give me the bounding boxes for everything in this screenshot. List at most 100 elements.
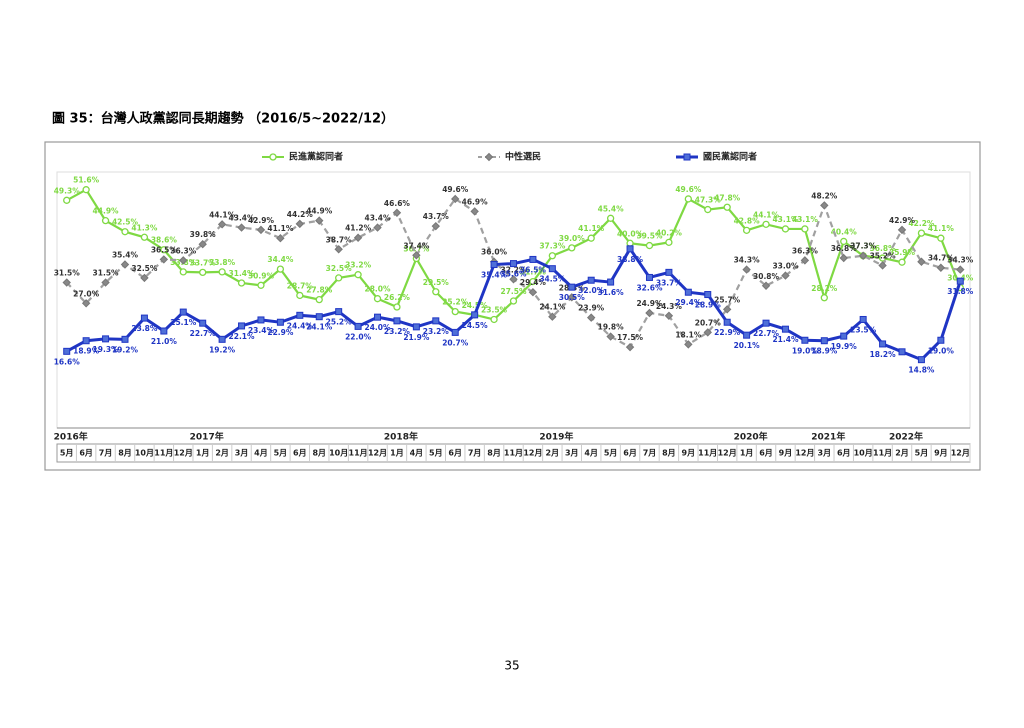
data-label: 49.3% <box>54 186 81 195</box>
point <box>353 233 363 242</box>
point <box>683 153 691 161</box>
x-tick-label: 8月 <box>662 449 676 458</box>
data-label: 28.7% <box>287 281 314 290</box>
point <box>878 254 887 262</box>
x-tick-label: 1月 <box>196 449 210 458</box>
data-label: 41.3% <box>131 223 158 232</box>
point <box>820 201 829 210</box>
point <box>625 342 635 352</box>
data-label: 34.3% <box>947 256 974 265</box>
point <box>568 283 576 291</box>
point <box>722 305 732 314</box>
point <box>470 207 479 216</box>
data-label: 22.7% <box>190 329 217 338</box>
point <box>878 261 887 270</box>
data-label: 37.4% <box>403 241 430 250</box>
legend-label: 國民黨認同者 <box>703 151 757 163</box>
x-group-label: 2018年 <box>384 431 418 443</box>
x-tick-label: 10月 <box>135 449 154 458</box>
point <box>587 234 595 242</box>
point <box>898 258 906 266</box>
data-label: 24.3% <box>656 302 683 311</box>
point <box>897 225 907 235</box>
point <box>62 278 71 287</box>
point <box>432 288 440 296</box>
point <box>354 271 362 279</box>
x-tick-label: 8月 <box>312 449 326 458</box>
data-label: 19.2% <box>209 345 236 354</box>
point <box>471 311 479 319</box>
point <box>257 281 265 289</box>
data-label: 31.7% <box>520 268 547 277</box>
data-label: 31.4% <box>229 269 256 278</box>
x-tick-label: 4月 <box>410 449 424 458</box>
data-label: 38.7% <box>326 235 353 244</box>
data-label: 18.9% <box>811 347 838 356</box>
point <box>315 216 324 225</box>
point <box>393 303 401 311</box>
point <box>917 229 926 237</box>
data-label: 26.2% <box>384 293 411 302</box>
point <box>937 234 945 242</box>
x-tick-label: 5月 <box>429 449 443 458</box>
point <box>607 278 615 286</box>
point <box>63 196 71 204</box>
point <box>723 318 731 326</box>
data-label: 44.1% <box>209 210 236 219</box>
data-label: 29.4% <box>675 298 702 307</box>
data-label: 28.9% <box>695 301 722 310</box>
data-label: 45.4% <box>598 204 625 213</box>
x-tick-label: 7月 <box>643 449 657 458</box>
data-label: 44.1% <box>753 210 780 219</box>
data-label: 23.9% <box>578 304 605 313</box>
data-label: 35.2% <box>870 251 897 260</box>
point <box>121 335 129 343</box>
data-label: 36.8% <box>870 244 897 253</box>
point <box>315 313 323 321</box>
point <box>63 347 71 355</box>
data-label: 47.3% <box>695 196 722 205</box>
x-tick-label: 7月 <box>468 449 482 458</box>
point <box>528 288 538 297</box>
legend-label: 民進黨認同者 <box>289 151 343 163</box>
point <box>276 233 285 243</box>
data-label: 40.2% <box>656 228 683 237</box>
data-label: 20.7% <box>695 318 722 327</box>
x-group-label: 2021年 <box>811 431 845 443</box>
x-tick-label: 5月 <box>60 449 74 458</box>
data-label: 27.8% <box>306 286 333 295</box>
data-label: 40.0% <box>617 229 644 238</box>
x-tick-label: 6月 <box>759 449 773 458</box>
data-label: 19.0% <box>792 346 819 355</box>
point <box>432 317 440 325</box>
data-label: 23.2% <box>423 327 450 336</box>
x-tick-label: 5月 <box>915 449 929 458</box>
data-label: 37.3% <box>539 242 566 251</box>
point <box>451 328 459 336</box>
point <box>334 245 343 254</box>
point <box>568 244 576 252</box>
data-label: 49.6% <box>442 185 469 194</box>
point <box>529 255 537 263</box>
data-label: 14.8% <box>908 366 935 375</box>
point <box>548 252 557 260</box>
point <box>199 319 207 327</box>
data-label: 29.5% <box>423 278 450 287</box>
x-tick-label: 11月 <box>504 449 523 458</box>
point <box>664 311 674 320</box>
data-label: 20.1% <box>734 341 761 350</box>
data-label: 25.2% <box>442 298 469 307</box>
point <box>801 225 809 233</box>
data-label: 35.9% <box>889 248 916 257</box>
point <box>587 276 595 284</box>
point <box>121 228 129 236</box>
x-tick-label: 6月 <box>837 449 851 458</box>
point <box>626 245 634 253</box>
x-tick-label: 1月 <box>740 449 754 458</box>
point <box>645 308 654 318</box>
point <box>684 195 692 203</box>
data-label: 46.9% <box>462 197 489 206</box>
data-label: 24.1% <box>306 323 333 332</box>
